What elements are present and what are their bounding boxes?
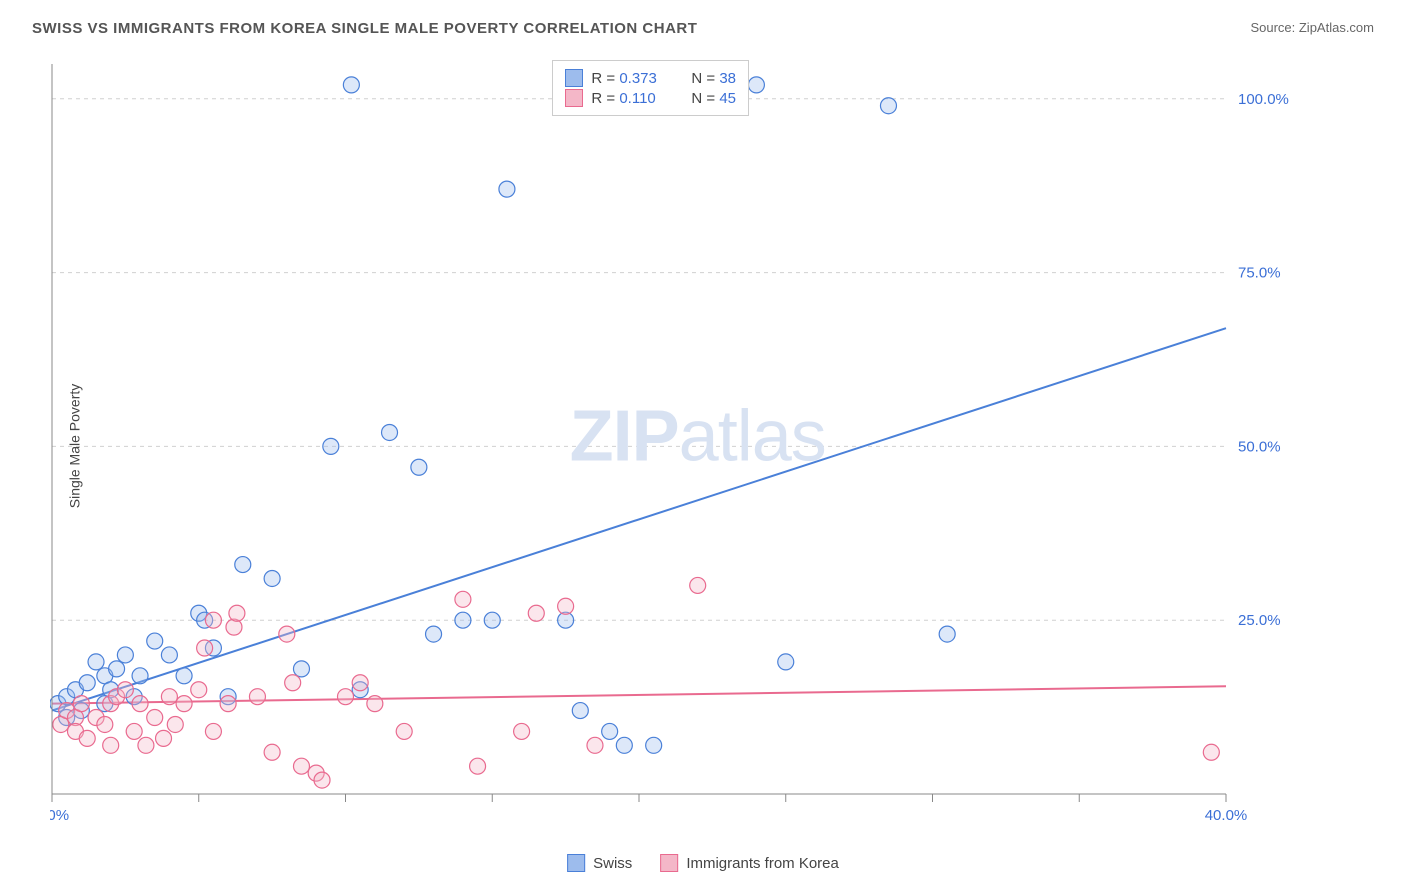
- legend-swatch: [660, 854, 678, 872]
- data-point: [249, 689, 265, 705]
- data-point: [176, 696, 192, 712]
- data-point: [132, 668, 148, 684]
- data-point: [147, 633, 163, 649]
- data-point: [499, 181, 515, 197]
- data-point: [1203, 744, 1219, 760]
- legend-r: R = 0.110: [591, 90, 683, 107]
- data-point: [229, 605, 245, 621]
- data-point: [264, 570, 280, 586]
- data-point: [167, 716, 183, 732]
- data-point: [126, 723, 142, 739]
- data-point: [197, 640, 213, 656]
- data-point: [264, 744, 280, 760]
- source-name: ZipAtlas.com: [1299, 20, 1374, 35]
- data-point: [205, 723, 221, 739]
- legend-row: R = 0.373 N = 38: [565, 69, 736, 87]
- data-point: [382, 424, 398, 440]
- data-point: [396, 723, 412, 739]
- data-point: [156, 730, 172, 746]
- x-tick-label: 0.0%: [50, 807, 69, 822]
- legend-n: N = 38: [691, 70, 736, 87]
- trend-line: [52, 328, 1226, 710]
- data-point: [132, 696, 148, 712]
- data-point: [88, 654, 104, 670]
- data-point: [147, 710, 163, 726]
- data-point: [690, 577, 706, 593]
- y-tick-label: 75.0%: [1238, 265, 1281, 282]
- data-point: [235, 557, 251, 573]
- y-tick-label: 25.0%: [1238, 612, 1281, 629]
- legend-row: R = 0.110 N = 45: [565, 89, 736, 107]
- data-point: [293, 758, 309, 774]
- x-tick-label: 40.0%: [1205, 807, 1248, 822]
- data-point: [79, 675, 95, 691]
- data-point: [646, 737, 662, 753]
- data-point: [205, 612, 221, 628]
- data-point: [343, 77, 359, 93]
- data-point: [778, 654, 794, 670]
- legend-label: Swiss: [593, 855, 632, 872]
- data-point: [73, 696, 89, 712]
- data-point: [411, 459, 427, 475]
- data-point: [97, 716, 113, 732]
- data-point: [109, 661, 125, 677]
- data-point: [79, 730, 95, 746]
- legend-r: R = 0.373: [591, 70, 683, 87]
- data-point: [226, 619, 242, 635]
- data-point: [176, 668, 192, 684]
- data-point: [470, 758, 486, 774]
- data-point: [939, 626, 955, 642]
- series-legend: Swiss Immigrants from Korea: [567, 854, 839, 872]
- data-point: [616, 737, 632, 753]
- legend-swatch: [565, 69, 583, 87]
- y-tick-label: 50.0%: [1238, 438, 1281, 455]
- data-point: [338, 689, 354, 705]
- data-point: [455, 591, 471, 607]
- data-point: [558, 598, 574, 614]
- data-point: [161, 689, 177, 705]
- y-tick-label: 100.0%: [1238, 91, 1289, 108]
- data-point: [352, 675, 368, 691]
- legend-item: Swiss: [567, 854, 632, 872]
- legend-swatch: [565, 89, 583, 107]
- data-point: [285, 675, 301, 691]
- legend-n: N = 45: [691, 90, 736, 107]
- scatter-plot-svg: 25.0% 50.0% 75.0% 100.0% ZIPatlas 0.0% 40.0%: [50, 60, 1306, 822]
- data-point: [314, 772, 330, 788]
- data-point: [880, 98, 896, 114]
- data-point: [367, 696, 383, 712]
- source-attribution: Source: ZipAtlas.com: [1250, 20, 1374, 35]
- data-point: [117, 647, 133, 663]
- data-point: [220, 696, 236, 712]
- data-point: [455, 612, 471, 628]
- data-point: [426, 626, 442, 642]
- data-point: [279, 626, 295, 642]
- plot-area: 25.0% 50.0% 75.0% 100.0% ZIPatlas 0.0% 40.0% R…: [50, 60, 1306, 822]
- data-point: [587, 737, 603, 753]
- legend-swatch: [567, 854, 585, 872]
- source-prefix: Source:: [1250, 20, 1298, 35]
- chart-title: SWISS VS IMMIGRANTS FROM KOREA SINGLE MA…: [32, 20, 697, 37]
- legend-item: Immigrants from Korea: [660, 854, 839, 872]
- data-point: [514, 723, 530, 739]
- data-point: [323, 438, 339, 454]
- data-point: [572, 703, 588, 719]
- legend-label: Immigrants from Korea: [686, 855, 839, 872]
- correlation-legend: R = 0.373 N = 38 R = 0.110 N = 45: [552, 60, 749, 116]
- data-point: [293, 661, 309, 677]
- data-point: [191, 682, 207, 698]
- data-point: [138, 737, 154, 753]
- data-point: [748, 77, 764, 93]
- data-point: [484, 612, 500, 628]
- data-point: [161, 647, 177, 663]
- watermark: ZIPatlas: [570, 396, 826, 476]
- data-point: [117, 682, 133, 698]
- data-point: [528, 605, 544, 621]
- data-point: [103, 737, 119, 753]
- data-point: [602, 723, 618, 739]
